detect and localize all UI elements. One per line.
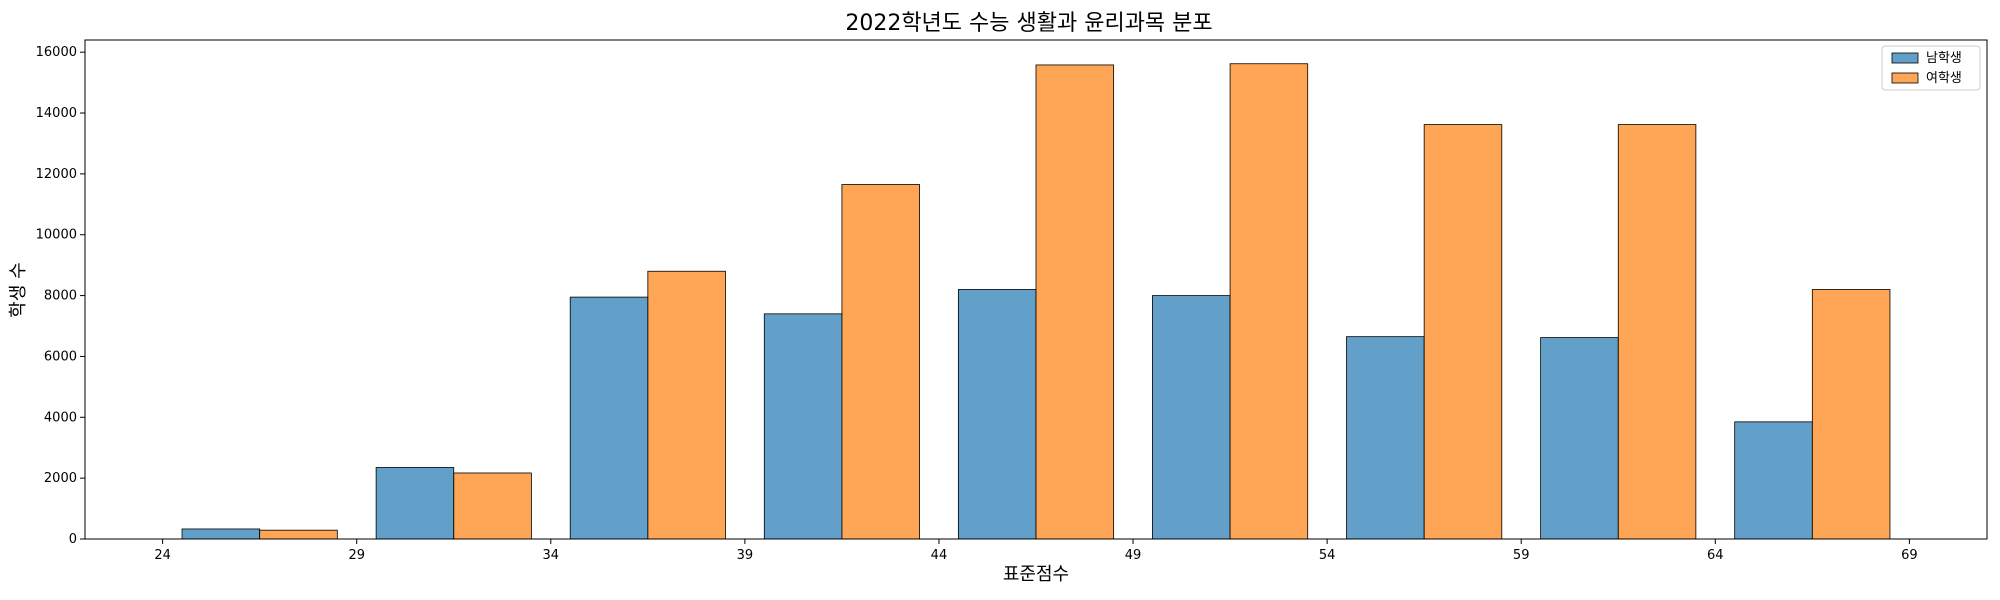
- y-tick-label: 2000: [44, 471, 77, 486]
- x-tick-label: 39: [737, 548, 754, 563]
- y-tick-label: 12000: [36, 167, 77, 182]
- bar-male-54: [1346, 336, 1425, 540]
- bar-male-49: [1152, 295, 1231, 540]
- y-axis: 0 2000 4000 6000 8000 10000 12000 14000 16000: [36, 45, 85, 547]
- y-tick-label: 4000: [44, 410, 77, 425]
- x-tick-label: 29: [348, 548, 365, 563]
- bar-female-64: [1811, 289, 1891, 540]
- bar-male-34: [569, 296, 649, 540]
- x-tick-label: 49: [1125, 548, 1142, 563]
- y-tick-label: 14000: [36, 106, 77, 121]
- y-tick-label: 8000: [44, 289, 77, 304]
- bar-female-49: [1229, 63, 1309, 540]
- plot-frame: [84, 39, 1988, 540]
- bar-male-44: [957, 289, 1037, 540]
- x-axis-title: 표준점수: [1003, 564, 1069, 585]
- y-tick-label: 10000: [36, 228, 77, 243]
- legend-swatch-female: [1891, 72, 1919, 84]
- legend-swatch-male: [1891, 52, 1919, 64]
- legend-label-male: 남학생: [1926, 51, 1962, 66]
- bar-male-64: [1734, 421, 1813, 540]
- x-tick-label: 34: [543, 548, 560, 563]
- y-tick-label: 16000: [36, 45, 77, 60]
- bars-layer: [181, 63, 1891, 540]
- x-tick-label: 59: [1513, 548, 1530, 563]
- x-tick-label: 54: [1319, 548, 1336, 563]
- legend: 남학생 여학생: [1881, 45, 1981, 91]
- bar-male-24: [181, 528, 261, 540]
- bar-female-44: [1035, 64, 1115, 540]
- chart-title: 2022학년도 수능 생활과 윤리과목 분포: [845, 11, 1212, 36]
- y-tick-label: 0: [69, 532, 77, 547]
- x-tick-label: 64: [1707, 548, 1724, 563]
- y-axis-title: 학생 수: [8, 262, 29, 317]
- bar-female-24: [259, 529, 338, 540]
- legend-label-female: 여학생: [1926, 71, 1962, 86]
- bar-female-54: [1423, 124, 1503, 540]
- bar-female-59: [1617, 124, 1697, 540]
- x-tick-label: 69: [1901, 548, 1918, 563]
- bar-female-34: [647, 270, 726, 540]
- bar-female-39: [841, 184, 920, 540]
- y-tick-label: 6000: [44, 349, 77, 364]
- bar-male-29: [375, 467, 455, 540]
- bar-male-39: [763, 313, 843, 540]
- x-tick-label: 24: [154, 548, 171, 563]
- x-axis: 24 29 34 39 44 49 54 59 64 69: [154, 539, 1918, 563]
- x-tick-label: 44: [931, 548, 948, 563]
- bar-male-59: [1540, 337, 1619, 540]
- bar-female-29: [453, 472, 532, 540]
